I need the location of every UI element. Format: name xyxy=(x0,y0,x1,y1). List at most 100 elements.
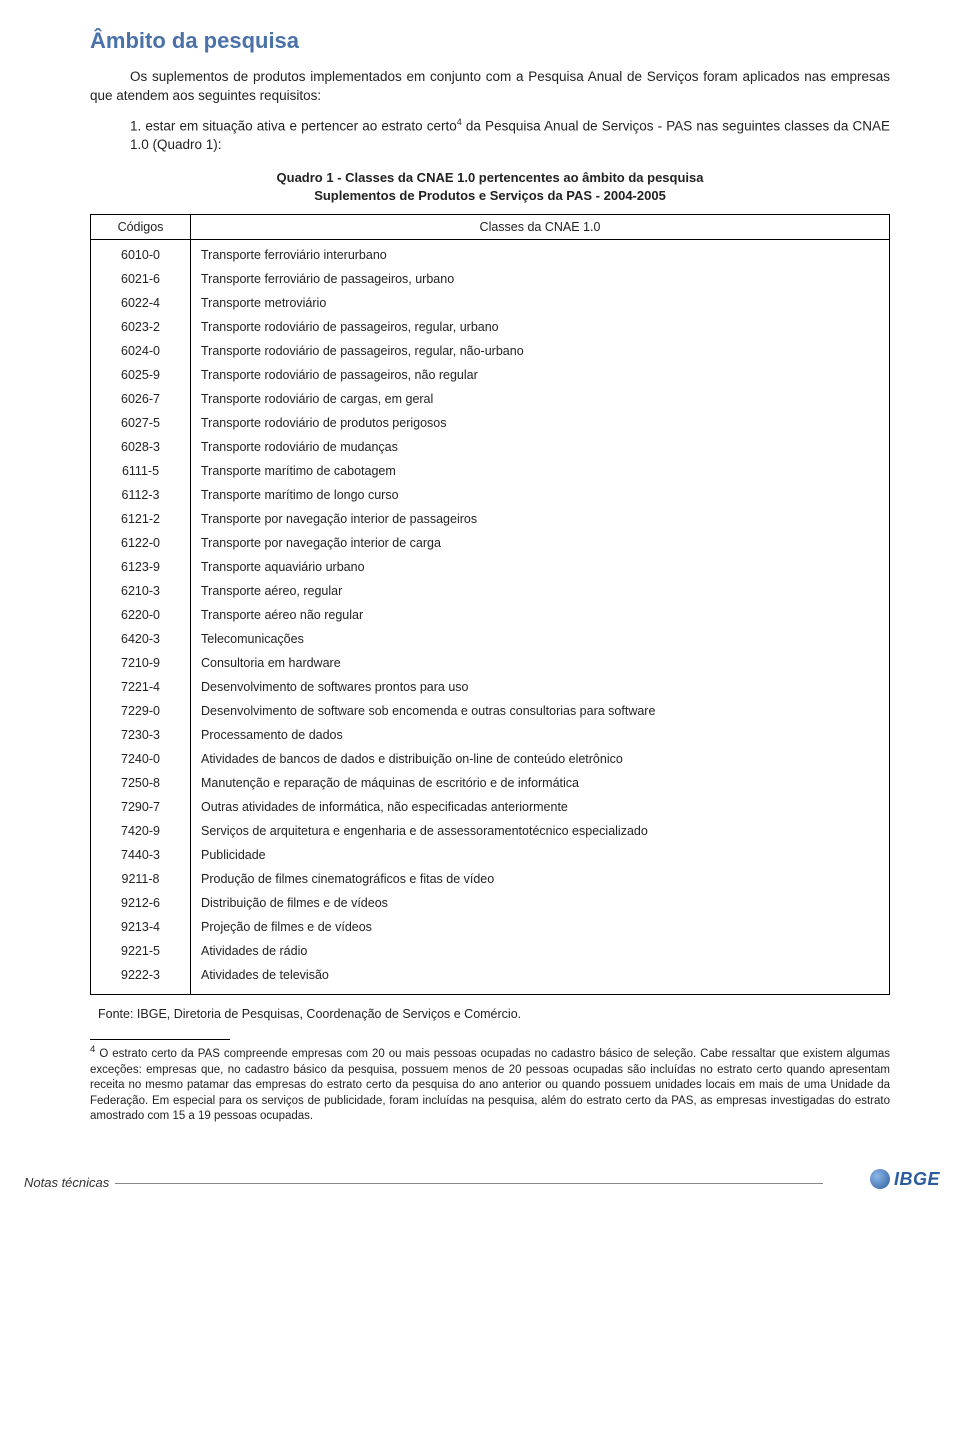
footer-label-text: Notas técnicas xyxy=(24,1175,109,1190)
cell-desc: Distribuição de filmes e de vídeos xyxy=(191,891,890,915)
cell-desc: Transporte rodoviário de passageiros, re… xyxy=(191,339,890,363)
table-row: 6028-3Transporte rodoviário de mudanças xyxy=(91,435,890,459)
cell-desc: Produção de filmes cinematográficos e fi… xyxy=(191,867,890,891)
table-row: 6021-6Transporte ferroviário de passagei… xyxy=(91,267,890,291)
cell-desc: Transporte aquaviário urbano xyxy=(191,555,890,579)
table-row: 6112-3Transporte marítimo de longo curso xyxy=(91,483,890,507)
cell-desc: Transporte aéreo, regular xyxy=(191,579,890,603)
cell-desc: Desenvolvimento de software sob encomend… xyxy=(191,699,890,723)
globe-icon xyxy=(870,1169,890,1189)
table-row: 6121-2Transporte por navegação interior … xyxy=(91,507,890,531)
table-row: 6023-2Transporte rodoviário de passageir… xyxy=(91,315,890,339)
quadro-title: Quadro 1 - Classes da CNAE 1.0 pertencen… xyxy=(90,169,890,204)
cell-code: 6111-5 xyxy=(91,459,191,483)
cell-desc: Transporte ferroviário de passageiros, u… xyxy=(191,267,890,291)
cell-code: 6025-9 xyxy=(91,363,191,387)
table-header-row: Códigos Classes da CNAE 1.0 xyxy=(91,215,890,240)
cell-code: 6112-3 xyxy=(91,483,191,507)
cell-desc: Transporte por navegação interior de pas… xyxy=(191,507,890,531)
cell-desc: Transporte metroviário xyxy=(191,291,890,315)
cell-code: 6021-6 xyxy=(91,267,191,291)
table-row: 7229-0Desenvolvimento de software sob en… xyxy=(91,699,890,723)
cell-desc: Atividades de rádio xyxy=(191,939,890,963)
table-row: 7210-9Consultoria em hardware xyxy=(91,651,890,675)
cell-code: 7229-0 xyxy=(91,699,191,723)
table-row: 6026-7Transporte rodoviário de cargas, e… xyxy=(91,387,890,411)
table-row: 6025-9Transporte rodoviário de passageir… xyxy=(91,363,890,387)
intro-paragraph: Os suplementos de produtos implementados… xyxy=(90,68,890,106)
footnote-rule xyxy=(90,1039,230,1040)
cell-code: 6121-2 xyxy=(91,507,191,531)
cell-desc: Transporte por navegação interior de car… xyxy=(191,531,890,555)
table-row: 9213-4Projeção de filmes e de vídeos xyxy=(91,915,890,939)
footnote-body: O estrato certo da PAS compreende empres… xyxy=(90,1048,890,1122)
cell-code: 6122-0 xyxy=(91,531,191,555)
cell-desc: Outras atividades de informática, não es… xyxy=(191,795,890,819)
table-row: 7221-4Desenvolvimento de softwares pront… xyxy=(91,675,890,699)
cell-code: 6220-0 xyxy=(91,603,191,627)
cell-code: 7210-9 xyxy=(91,651,191,675)
cell-desc: Transporte rodoviário de cargas, em gera… xyxy=(191,387,890,411)
cell-code: 7230-3 xyxy=(91,723,191,747)
cell-desc: Transporte marítimo de longo curso xyxy=(191,483,890,507)
footer-section-label: Notas técnicas xyxy=(0,1175,852,1190)
cell-code: 9222-3 xyxy=(91,963,191,995)
footer-line xyxy=(115,1183,823,1184)
cell-desc: Transporte marítimo de cabotagem xyxy=(191,459,890,483)
cell-code: 9213-4 xyxy=(91,915,191,939)
fonte-text: Fonte: IBGE, Diretoria de Pesquisas, Coo… xyxy=(98,1007,890,1021)
cell-desc: Transporte rodoviário de produtos perigo… xyxy=(191,411,890,435)
table-row: 6123-9Transporte aquaviário urbano xyxy=(91,555,890,579)
table-row: 9212-6Distribuição de filmes e de vídeos xyxy=(91,891,890,915)
cell-desc: Projeção de filmes e de vídeos xyxy=(191,915,890,939)
page-content: Âmbito da pesquisa Os suplementos de pro… xyxy=(0,0,960,1145)
quadro-title-line1: Quadro 1 - Classes da CNAE 1.0 pertencen… xyxy=(277,170,704,185)
cell-code: 6010-0 xyxy=(91,240,191,268)
cell-desc: Serviços de arquitetura e engenharia e d… xyxy=(191,819,890,843)
cell-desc: Transporte aéreo não regular xyxy=(191,603,890,627)
cell-code: 9212-6 xyxy=(91,891,191,915)
table-row: 7250-8Manutenção e reparação de máquinas… xyxy=(91,771,890,795)
page-footer: Notas técnicas IBGE xyxy=(0,1169,960,1200)
cell-code: 6023-2 xyxy=(91,315,191,339)
ibge-logo: IBGE xyxy=(870,1169,940,1190)
table-row: 7230-3Processamento de dados xyxy=(91,723,890,747)
table-row: 6420-3Telecomunicações xyxy=(91,627,890,651)
table-row: 6024-0Transporte rodoviário de passageir… xyxy=(91,339,890,363)
cell-desc: Transporte rodoviário de passageiros, nã… xyxy=(191,363,890,387)
cell-code: 6028-3 xyxy=(91,435,191,459)
cell-desc: Manutenção e reparação de máquinas de es… xyxy=(191,771,890,795)
table-row: 9221-5Atividades de rádio xyxy=(91,939,890,963)
table-row: 6210-3Transporte aéreo, regular xyxy=(91,579,890,603)
cell-code: 7250-8 xyxy=(91,771,191,795)
cell-desc: Transporte ferroviário interurbano xyxy=(191,240,890,268)
cell-code: 6420-3 xyxy=(91,627,191,651)
cell-code: 6123-9 xyxy=(91,555,191,579)
header-codigos: Códigos xyxy=(91,215,191,240)
header-classes: Classes da CNAE 1.0 xyxy=(191,215,890,240)
cell-code: 6024-0 xyxy=(91,339,191,363)
cell-code: 7440-3 xyxy=(91,843,191,867)
cell-code: 9211-8 xyxy=(91,867,191,891)
table-row: 6220-0Transporte aéreo não regular xyxy=(91,603,890,627)
cell-code: 6026-7 xyxy=(91,387,191,411)
cell-code: 9221-5 xyxy=(91,939,191,963)
footnote: 4 O estrato certo da PAS compreende empr… xyxy=(90,1044,890,1124)
cell-desc: Publicidade xyxy=(191,843,890,867)
table-row: 7420-9Serviços de arquitetura e engenhar… xyxy=(91,819,890,843)
table-row: 7290-7Outras atividades de informática, … xyxy=(91,795,890,819)
cell-code: 7420-9 xyxy=(91,819,191,843)
cell-code: 6210-3 xyxy=(91,579,191,603)
cell-code: 7290-7 xyxy=(91,795,191,819)
table-row: 9222-3Atividades de televisão xyxy=(91,963,890,995)
page-title: Âmbito da pesquisa xyxy=(90,28,890,54)
cell-code: 6022-4 xyxy=(91,291,191,315)
table-row: 7240-0Atividades de bancos de dados e di… xyxy=(91,747,890,771)
table-row: 6111-5Transporte marítimo de cabotagem xyxy=(91,459,890,483)
cell-desc: Processamento de dados xyxy=(191,723,890,747)
cell-desc: Atividades de televisão xyxy=(191,963,890,995)
list-item-prefix: 1. estar em situação ativa e pertencer a… xyxy=(130,118,457,133)
cell-desc: Desenvolvimento de softwares prontos par… xyxy=(191,675,890,699)
table-row: 6027-5Transporte rodoviário de produtos … xyxy=(91,411,890,435)
table-row: 6122-0Transporte por navegação interior … xyxy=(91,531,890,555)
